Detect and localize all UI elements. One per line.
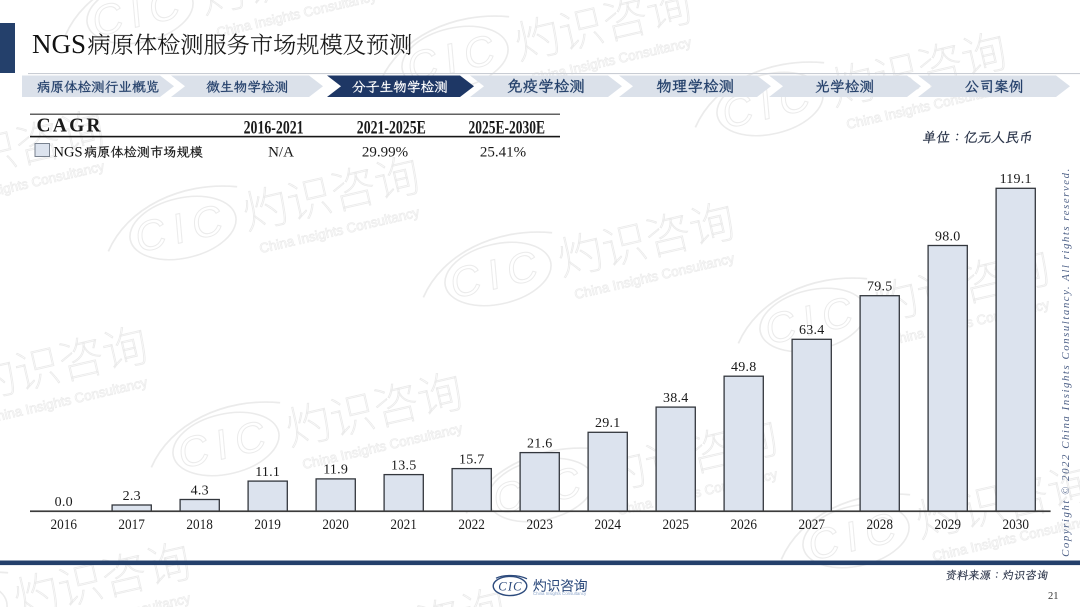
- svg-text:2027: 2027: [799, 517, 826, 533]
- svg-text:79.5: 79.5: [867, 280, 893, 295]
- svg-text:49.8: 49.8: [731, 360, 757, 375]
- svg-text:2023: 2023: [527, 517, 554, 533]
- svg-text:2016-2021: 2016-2021: [244, 118, 304, 139]
- svg-text:2025: 2025: [663, 517, 690, 533]
- svg-text:25.41%: 25.41%: [480, 145, 526, 161]
- svg-text:38.4: 38.4: [663, 391, 689, 406]
- svg-text:13.5: 13.5: [391, 458, 417, 473]
- svg-text:2024: 2024: [595, 517, 622, 533]
- svg-text:29.1: 29.1: [595, 416, 621, 431]
- svg-text:2018: 2018: [186, 517, 213, 533]
- svg-text:15.7: 15.7: [459, 452, 485, 467]
- svg-text:0.0: 0.0: [55, 495, 73, 510]
- svg-text:2020: 2020: [322, 517, 349, 533]
- svg-text:China Insights Consultancy: China Insights Consultancy: [533, 591, 587, 596]
- svg-text:CIC: CIC: [498, 580, 522, 594]
- svg-text:Copyright © 2022 China Insight: Copyright © 2022 China Insights Consulta…: [1060, 167, 1072, 557]
- svg-text:98.0: 98.0: [935, 229, 961, 244]
- svg-text:2016: 2016: [51, 517, 78, 533]
- svg-text:2029: 2029: [935, 517, 962, 533]
- svg-text:63.4: 63.4: [799, 323, 825, 338]
- svg-text:2019: 2019: [254, 517, 281, 533]
- svg-text:2025E-2030E: 2025E-2030E: [469, 118, 546, 139]
- svg-text:4.3: 4.3: [191, 483, 209, 498]
- svg-text:2028: 2028: [867, 517, 894, 533]
- svg-text:119.1: 119.1: [1000, 172, 1032, 187]
- svg-text:2021-2025E: 2021-2025E: [357, 118, 426, 139]
- svg-text:2030: 2030: [1003, 517, 1030, 533]
- svg-text:29.99%: 29.99%: [362, 145, 408, 161]
- svg-text:NGS: NGS: [54, 145, 83, 161]
- svg-text:2017: 2017: [118, 517, 144, 533]
- svg-text:NGS: NGS: [32, 29, 86, 59]
- svg-text:2022: 2022: [458, 517, 485, 533]
- svg-text:2026: 2026: [731, 517, 758, 533]
- svg-text:11.9: 11.9: [323, 463, 348, 478]
- svg-text:21: 21: [1048, 591, 1059, 602]
- svg-text:2021: 2021: [390, 517, 417, 533]
- svg-text:N/A: N/A: [268, 145, 294, 161]
- svg-text:21.6: 21.6: [527, 436, 553, 451]
- svg-text:2.3: 2.3: [123, 489, 141, 504]
- svg-text:11.1: 11.1: [255, 465, 280, 480]
- svg-text:CAGR: CAGR: [37, 116, 103, 137]
